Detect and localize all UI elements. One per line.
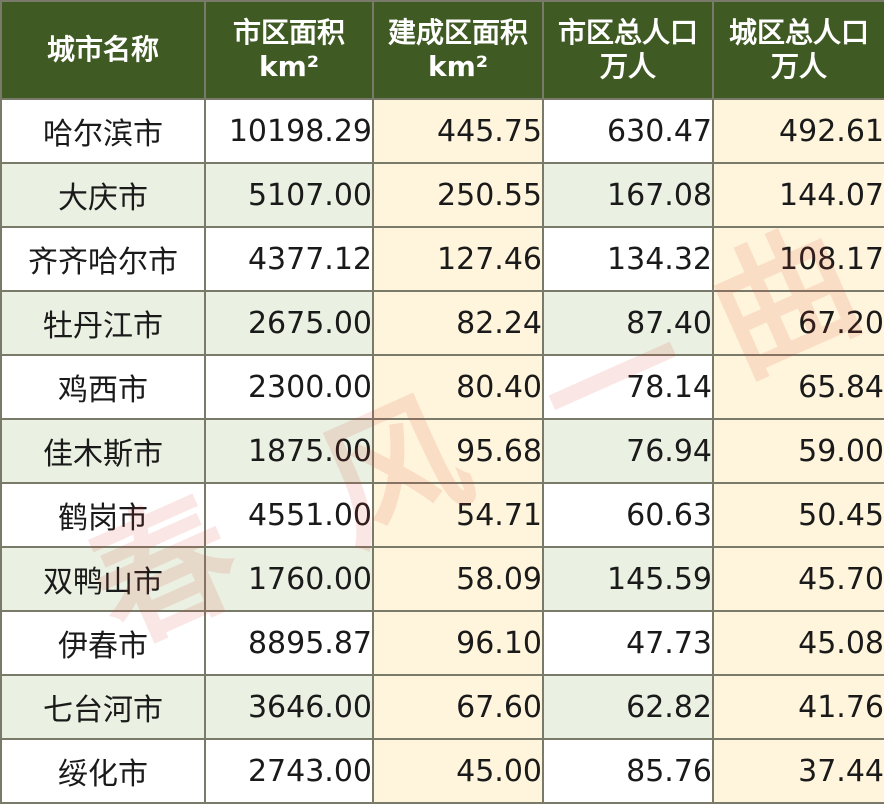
table-row: 鸡西市 2300.00 80.40 78.14 65.84 [0, 354, 884, 420]
urban-area-cell: 2675.00 [204, 290, 374, 356]
city-population-cell: 67.20 [712, 290, 884, 356]
city-name-cell: 鸡西市 [0, 354, 206, 420]
header-label: 市区总人口 [557, 16, 698, 49]
city-name-cell: 齐齐哈尔市 [0, 226, 206, 292]
header-unit: km² [427, 50, 489, 83]
city-name-cell: 伊春市 [0, 610, 206, 676]
header-city-population: 城区总人口 万人 [712, 0, 884, 100]
city-population-cell: 37.44 [712, 738, 884, 804]
header-urban-population: 市区总人口 万人 [542, 0, 714, 100]
header-city-name: 城市名称 [0, 0, 206, 100]
urban-population-cell: 47.73 [542, 610, 714, 676]
built-area-cell: 45.00 [372, 738, 544, 804]
table-row: 佳木斯市 1875.00 95.68 76.94 59.00 [0, 418, 884, 484]
urban-population-cell: 167.08 [542, 162, 714, 228]
city-population-cell: 65.84 [712, 354, 884, 420]
city-name-cell: 佳木斯市 [0, 418, 206, 484]
urban-population-cell: 134.32 [542, 226, 714, 292]
city-population-cell: 41.76 [712, 674, 884, 740]
urban-area-cell: 2743.00 [204, 738, 374, 804]
city-name-cell: 绥化市 [0, 738, 206, 804]
table-row: 绥化市 2743.00 45.00 85.76 37.44 [0, 738, 884, 804]
urban-area-cell: 4551.00 [204, 482, 374, 548]
header-urban-area: 市区面积 km² [204, 0, 374, 100]
urban-population-cell: 145.59 [542, 546, 714, 612]
built-area-cell: 54.71 [372, 482, 544, 548]
table-header: 城市名称 市区面积 km² 建成区面积 km² 市区总人口 万人 城区总人口 万人 [0, 0, 884, 100]
header-row: 城市名称 市区面积 km² 建成区面积 km² 市区总人口 万人 城区总人口 万人 [0, 0, 884, 100]
urban-area-cell: 10198.29 [204, 98, 374, 164]
header-unit: 万人 [770, 50, 827, 83]
urban-population-cell: 62.82 [542, 674, 714, 740]
built-area-cell: 58.09 [372, 546, 544, 612]
built-area-cell: 67.60 [372, 674, 544, 740]
urban-population-cell: 85.76 [542, 738, 714, 804]
urban-population-cell: 60.63 [542, 482, 714, 548]
built-area-cell: 82.24 [372, 290, 544, 356]
city-population-cell: 492.61 [712, 98, 884, 164]
city-population-cell: 59.00 [712, 418, 884, 484]
urban-population-cell: 87.40 [542, 290, 714, 356]
urban-area-cell: 2300.00 [204, 354, 374, 420]
header-built-area: 建成区面积 km² [372, 0, 544, 100]
city-name-cell: 七台河市 [0, 674, 206, 740]
urban-area-cell: 3646.00 [204, 674, 374, 740]
urban-area-cell: 8895.87 [204, 610, 374, 676]
header-label: 市区面积 [232, 16, 345, 49]
table-row: 七台河市 3646.00 67.60 62.82 41.76 [0, 674, 884, 740]
header-label: 城市名称 [46, 33, 159, 66]
city-population-cell: 45.70 [712, 546, 884, 612]
table-row: 齐齐哈尔市 4377.12 127.46 134.32 108.17 [0, 226, 884, 292]
built-area-cell: 250.55 [372, 162, 544, 228]
built-area-cell: 96.10 [372, 610, 544, 676]
table-row: 双鸭山市 1760.00 58.09 145.59 45.70 [0, 546, 884, 612]
table-row: 伊春市 8895.87 96.10 47.73 45.08 [0, 610, 884, 676]
urban-area-cell: 5107.00 [204, 162, 374, 228]
city-name-cell: 大庆市 [0, 162, 206, 228]
built-area-cell: 127.46 [372, 226, 544, 292]
built-area-cell: 445.75 [372, 98, 544, 164]
urban-area-cell: 1875.00 [204, 418, 374, 484]
city-population-cell: 45.08 [712, 610, 884, 676]
urban-population-cell: 78.14 [542, 354, 714, 420]
table-row: 哈尔滨市 10198.29 445.75 630.47 492.61 [0, 98, 884, 164]
city-name-cell: 牡丹江市 [0, 290, 206, 356]
header-label: 建成区面积 [387, 16, 528, 49]
header-unit: 万人 [599, 50, 656, 83]
table-row: 鹤岗市 4551.00 54.71 60.63 50.45 [0, 482, 884, 548]
city-name-cell: 双鸭山市 [0, 546, 206, 612]
urban-population-cell: 630.47 [542, 98, 714, 164]
city-population-cell: 144.07 [712, 162, 884, 228]
header-unit: km² [258, 50, 320, 83]
table-row: 大庆市 5107.00 250.55 167.08 144.07 [0, 162, 884, 228]
city-name-cell: 鹤岗市 [0, 482, 206, 548]
city-population-cell: 50.45 [712, 482, 884, 548]
built-area-cell: 95.68 [372, 418, 544, 484]
header-label: 城区总人口 [728, 16, 869, 49]
urban-population-cell: 76.94 [542, 418, 714, 484]
built-area-cell: 80.40 [372, 354, 544, 420]
urban-area-cell: 1760.00 [204, 546, 374, 612]
city-population-cell: 108.17 [712, 226, 884, 292]
table-body: 哈尔滨市 10198.29 445.75 630.47 492.61 大庆市 5107.00… [0, 98, 884, 804]
city-name-cell: 哈尔滨市 [0, 98, 206, 164]
urban-area-cell: 4377.12 [204, 226, 374, 292]
table-row: 牡丹江市 2675.00 82.24 87.40 67.20 [0, 290, 884, 356]
